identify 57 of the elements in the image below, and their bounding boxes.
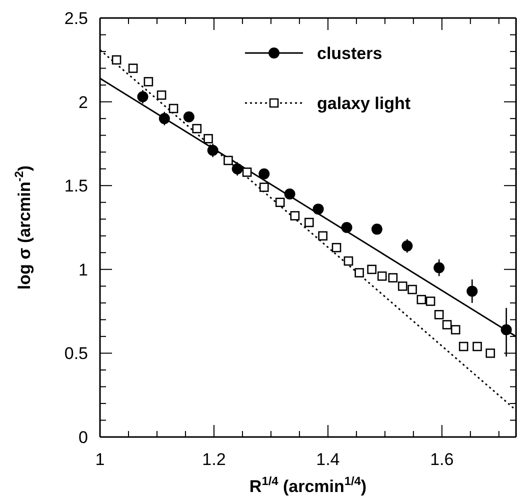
point — [408, 284, 417, 294]
point — [258, 168, 270, 180]
point — [112, 55, 122, 65]
point — [341, 222, 352, 233]
point — [500, 324, 512, 336]
point — [398, 282, 408, 291]
point — [224, 156, 233, 166]
point — [442, 320, 452, 330]
point — [144, 77, 154, 86]
point — [354, 268, 364, 278]
point — [183, 111, 194, 122]
point — [332, 242, 342, 252]
x-tick-label: 1.2 — [202, 450, 226, 469]
point — [344, 256, 354, 266]
point — [137, 91, 148, 102]
x-axis-title: R$^{1/4}$ (arcmin$^{1/4}$) — [249, 474, 367, 496]
point — [458, 342, 468, 352]
point — [388, 273, 398, 282]
point — [486, 348, 496, 358]
x-tick-label: 1.4 — [316, 450, 340, 469]
point — [275, 198, 285, 208]
point — [156, 90, 166, 100]
point — [318, 231, 328, 241]
y-tick-label: 2 — [78, 92, 88, 112]
point — [450, 325, 460, 334]
y-tick-label: 0 — [78, 428, 88, 447]
point — [242, 168, 252, 177]
point — [128, 64, 138, 73]
point — [434, 310, 444, 320]
point — [158, 113, 170, 124]
point — [290, 211, 300, 220]
point — [402, 240, 413, 252]
point — [192, 124, 202, 134]
y-tick-label: 2.5 — [64, 8, 88, 28]
point — [371, 224, 382, 235]
legend-label: clusters — [317, 44, 382, 63]
point — [466, 286, 478, 297]
point — [259, 182, 269, 192]
point — [232, 163, 243, 174]
point — [304, 218, 314, 228]
point — [204, 134, 213, 144]
point — [207, 144, 218, 156]
point — [367, 264, 376, 274]
point — [377, 271, 387, 281]
y-tick-label: 1 — [78, 260, 88, 280]
point — [312, 204, 324, 215]
point — [168, 104, 178, 114]
point — [434, 262, 445, 274]
y-tick-label: 1.5 — [64, 176, 88, 196]
x-tick-label: 1 — [95, 450, 105, 469]
x-tick-label: 1.6 — [430, 450, 454, 469]
y-tick-label: 0.5 — [64, 344, 88, 364]
point — [426, 296, 436, 306]
point — [472, 342, 482, 352]
point — [284, 188, 296, 200]
legend-label: galaxy light — [317, 94, 411, 113]
point — [416, 294, 426, 304]
